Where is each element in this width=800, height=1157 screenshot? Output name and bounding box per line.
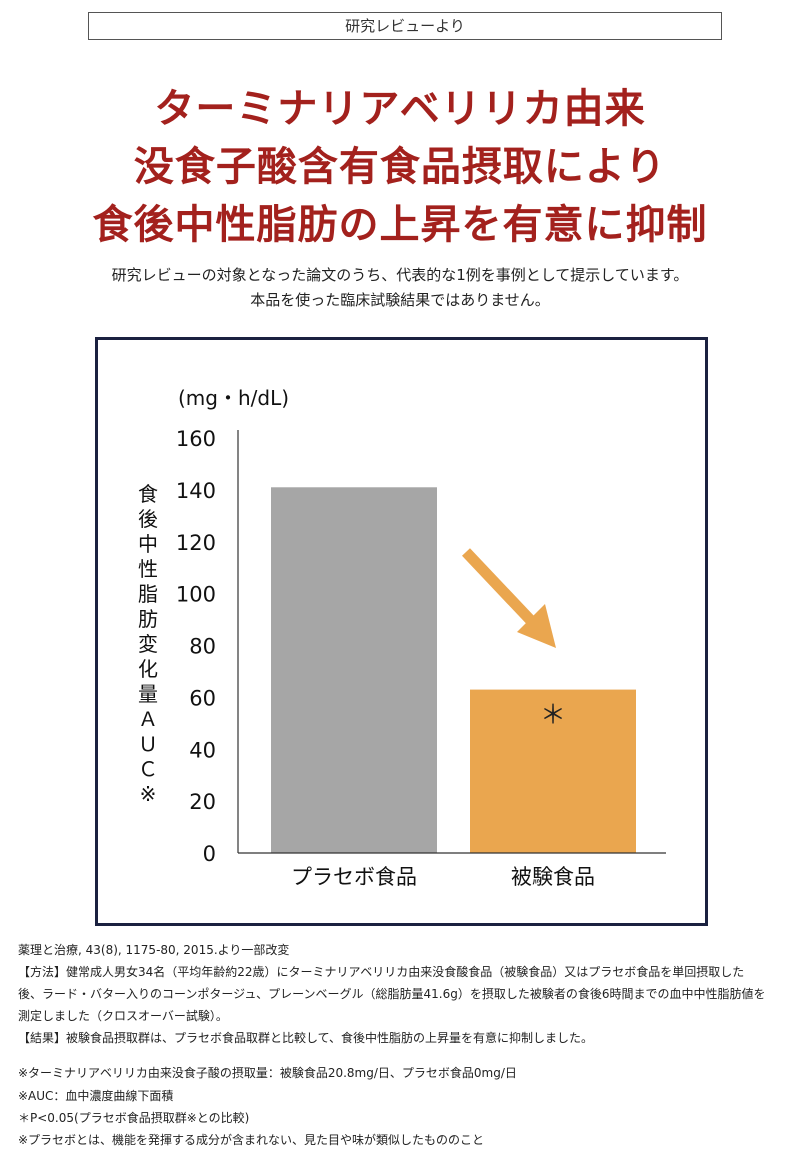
footnote-method-1: 【方法】健常成人男女34名（平均年齢約22歳）にターミナリアベリリカ由来没食酸食… (18, 965, 745, 979)
y-tick-label: 40 (189, 738, 216, 762)
x-axis-labels: プラセボ食品 被験食品 (291, 865, 595, 889)
y-tick-label: 0 (203, 842, 216, 866)
y-axis-label: 食後中性脂肪変化量ＡＵＣ※ (138, 482, 158, 806)
footnote-source: 薬理と治療, 43(8), 1175-80, 2015.より一部改変 (18, 943, 290, 957)
x-category-label: プラセボ食品 (291, 865, 417, 889)
footnote-note-3: ＊P<0.05(プラセボ食品摂取群※との比較) (18, 1111, 250, 1125)
bar-test-food (470, 689, 636, 853)
headline-line-2: 没食子酸含有食品摂取により (133, 144, 667, 190)
footnote-note-4: ※プラセボとは、機能を発揮する成分が含まれない、見た目や味が類似したもののこと (18, 1133, 485, 1147)
footnote-note-1: ※ターミナリアベリリカ由来没食子酸の摂取量：被験食品20.8mg/日、プラセボ食… (18, 1066, 517, 1080)
intro-line-2: 本品を使った臨床試験結果ではありません。 (250, 291, 550, 309)
y-tick-label: 80 (189, 635, 216, 659)
y-tick-label: 120 (176, 531, 216, 555)
headline-line-3: 食後中性脂肪の上昇を有意に抑制 (92, 202, 708, 248)
significance-mark: ＊ (540, 701, 566, 731)
bar-placebo (271, 487, 437, 853)
x-category-label: 被験食品 (511, 865, 595, 889)
bar-chart: 0 20 40 60 80 100 120 140 160 プラセボ食品 被験食品 (mg・h/d… (176, 386, 666, 889)
y-axis-unit: (mg・h/dL) (178, 386, 289, 410)
chart-frame (95, 337, 708, 926)
y-tick-label: 20 (189, 790, 216, 814)
down-arrow-icon (462, 548, 556, 648)
headline-line-1: ターミナリアベリリカ由来 (154, 86, 646, 132)
bars (271, 487, 636, 853)
y-axis-ticks: 0 20 40 60 80 100 120 140 160 (176, 427, 216, 866)
footnote-result: 【結果】被験食品摂取群は、プラセボ食品取群と比較して、食後中性脂肪の上昇量を有意… (18, 1031, 594, 1045)
y-tick-label: 140 (176, 479, 216, 503)
footnote-method-2: 後、ラード・バター入りのコーンポタージュ、プレーンベーグル（総脂肪量41.6g）… (18, 987, 766, 1001)
intro-line-1: 研究レビューの対象となった論文のうち、代表的な1例を事例として提示しています。 (111, 266, 689, 284)
source-tag: 研究レビューより (88, 12, 722, 40)
footnote-note-2: ※AUC：血中濃度曲線下面積 (18, 1089, 174, 1103)
y-tick-label: 60 (189, 686, 216, 710)
footnote-method-3: 測定しました（クロスオーバー試験）。 (18, 1009, 228, 1023)
y-tick-label: 160 (176, 427, 216, 451)
y-tick-label: 100 (176, 583, 216, 607)
